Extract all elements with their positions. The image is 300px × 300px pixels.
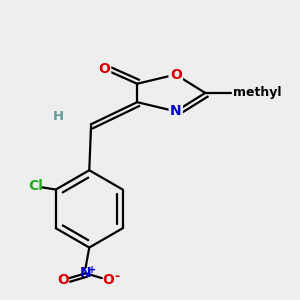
Text: O: O [98,62,110,76]
Text: H: H [52,110,64,123]
Text: N: N [80,266,92,280]
Text: Cl: Cl [28,179,43,193]
Text: O: O [170,68,182,82]
Text: O: O [103,273,114,287]
Text: O: O [57,273,69,287]
Text: methyl: methyl [233,86,281,100]
Text: -: - [114,271,119,284]
Text: N: N [170,104,182,118]
Text: +: + [88,266,96,275]
